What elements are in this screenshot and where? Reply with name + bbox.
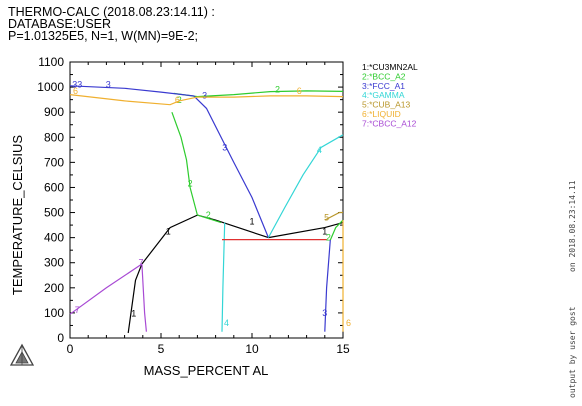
- series-line: [268, 222, 344, 239]
- y-tick-label: 200: [44, 281, 64, 295]
- y-tick-label: 0: [57, 331, 64, 345]
- series-7: 77: [69, 258, 147, 332]
- y-tick-label: 500: [44, 206, 64, 220]
- line-label-mark: 6: [73, 86, 78, 96]
- line-label-mark: 3: [222, 142, 227, 152]
- line-label-mark: 5: [324, 213, 329, 223]
- series-line: [324, 211, 343, 221]
- header-line-2: DATABASE:USER: [8, 17, 112, 31]
- series-line: [69, 94, 344, 106]
- line-label-mark: 2: [326, 233, 331, 243]
- header-line-3: P=1.01325E5, N=1, W(MN)=9E-2;: [8, 29, 199, 43]
- line-label-mark: 4: [317, 145, 322, 155]
- line-label-mark: 1: [131, 308, 136, 318]
- series-line: [267, 134, 344, 238]
- series-5: 5: [324, 211, 343, 223]
- series-line: [69, 85, 269, 238]
- y-tick-label: 1100: [38, 55, 64, 69]
- line-label-mark: 3: [106, 80, 111, 90]
- series-line: [197, 214, 222, 224]
- triangle-logo: [9, 343, 35, 366]
- plot-header: THERMO-CALC (2018.08.23:14.11) : DATABAS…: [8, 5, 215, 43]
- line-label-mark: 6: [297, 86, 302, 96]
- line-label-mark: 3: [322, 308, 327, 318]
- series-line: [329, 219, 344, 241]
- x-tick-label: 15: [336, 342, 350, 356]
- y-tick-label: 600: [44, 180, 64, 194]
- line-label-mark: 1: [249, 216, 254, 226]
- line-label-mark: 1: [322, 226, 327, 236]
- series-line: [141, 263, 147, 332]
- legend-entry: 5:*CUB_A13: [362, 100, 410, 110]
- legend: 1:*CU3MN2AL2:*BCC_A23:*FCC_A14:*GAMMA5:*…: [362, 62, 418, 128]
- y-tick-label: 1000: [37, 80, 64, 94]
- side-user-text: output by user gost: [568, 306, 577, 398]
- series-line: [221, 222, 226, 332]
- series-line: [127, 263, 143, 334]
- x-tick-label: 0: [67, 342, 74, 356]
- y-tick-label: 400: [44, 231, 64, 245]
- x-tick-label: 10: [245, 342, 259, 356]
- line-label-mark: 2: [177, 95, 182, 105]
- line-label-mark: 7: [75, 305, 80, 315]
- line-label-mark: 2: [275, 85, 280, 95]
- legend-entry: 3:*FCC_A1: [362, 81, 405, 91]
- axes: 0 100 200 300 400 500 600 700 800 900 1000 1100 0 5 10…: [37, 55, 350, 356]
- series-4: 44: [221, 134, 344, 332]
- y-axis-label: TEMPERATURE_CELSIUS: [10, 135, 25, 295]
- line-label-mark: 2: [206, 210, 211, 220]
- series-2: 2 2 2 2 2: [171, 85, 344, 243]
- plot-frame: [69, 61, 344, 339]
- legend-entry: 6:*LIQUID: [362, 109, 401, 119]
- y-tick-label: 800: [44, 130, 64, 144]
- legend-entry: 2:*BCC_A2: [362, 71, 406, 81]
- x-axis-label: MASS_PERCENT AL: [144, 363, 269, 378]
- x-tick-label: 5: [158, 342, 165, 356]
- side-date-text: on 2018.08.23:14.11: [568, 180, 577, 272]
- line-label-mark: 3: [202, 90, 207, 100]
- y-tick-label: 100: [44, 306, 64, 320]
- series-1: 1 1 1 1: [127, 214, 344, 334]
- line-label-mark: 6: [175, 95, 180, 105]
- y-tick-label: 300: [44, 256, 64, 270]
- series-line: [69, 263, 143, 315]
- line-label-mark: 2: [188, 179, 193, 189]
- legend-entry: 1:*CU3MN2AL: [362, 62, 418, 72]
- series-line: [324, 240, 331, 332]
- y-tick-label: 900: [44, 105, 64, 119]
- line-label-mark: 6: [346, 318, 351, 328]
- line-label-mark: 33: [72, 80, 82, 90]
- header-line-1: THERMO-CALC (2018.08.23:14.11) :: [8, 5, 215, 19]
- line-label-mark: 4: [224, 318, 229, 328]
- series-6: 6 6 6 6: [69, 86, 351, 332]
- line-label-mark: 1: [166, 226, 171, 236]
- y-tick-label: 700: [44, 155, 64, 169]
- line-label-mark: 7: [138, 258, 143, 268]
- legend-entry: 7:*CBCC_A12: [362, 118, 417, 128]
- series-line: [171, 111, 198, 216]
- legend-entry: 4:*GAMMA: [362, 90, 405, 100]
